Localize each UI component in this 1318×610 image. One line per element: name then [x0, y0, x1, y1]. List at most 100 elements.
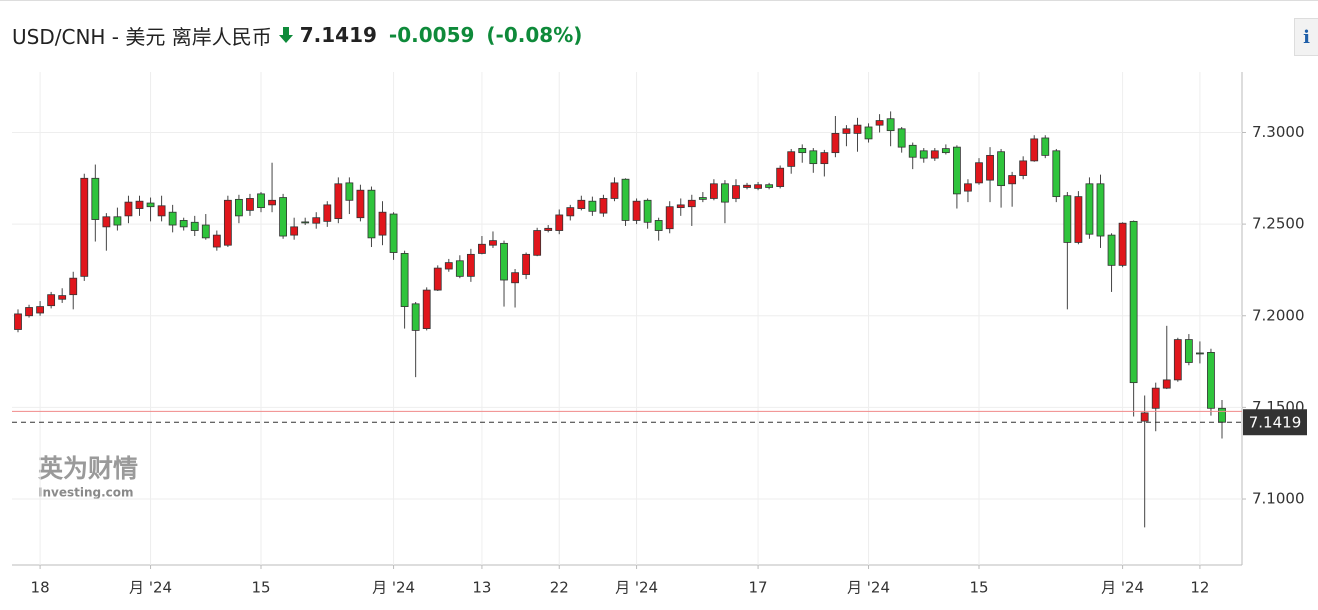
- candle: [389, 212, 398, 260]
- candle: [908, 142, 917, 170]
- candle-body: [1118, 222, 1127, 266]
- candle: [798, 144, 807, 163]
- x-tick-label: 22: [550, 579, 569, 597]
- candle-body: [621, 178, 630, 221]
- candle-body: [665, 206, 674, 230]
- candle: [632, 198, 641, 225]
- candle-body: [268, 199, 276, 206]
- change: -0.0059: [388, 23, 475, 47]
- candle-body: [1041, 137, 1050, 156]
- candle-body: [831, 132, 840, 154]
- candle: [345, 177, 354, 215]
- candle: [709, 179, 718, 201]
- candle: [599, 194, 608, 217]
- candle: [367, 186, 376, 248]
- candle: [91, 164, 100, 242]
- candle: [654, 217, 663, 241]
- y-tick-label: 7.1000: [1252, 490, 1305, 508]
- candle: [190, 215, 199, 237]
- candle: [36, 301, 44, 316]
- candle-body: [257, 193, 265, 209]
- candle-body: [522, 253, 531, 275]
- candle-body: [853, 124, 862, 134]
- candle-body: [533, 230, 542, 256]
- change-percent: (-0.08%): [486, 23, 583, 47]
- candle: [201, 214, 210, 240]
- candle: [223, 195, 232, 248]
- candle: [930, 148, 939, 161]
- candle-body: [1063, 195, 1072, 243]
- candle-body: [223, 199, 232, 246]
- watermark-cn: 英为财情: [38, 454, 138, 483]
- candle: [533, 227, 542, 257]
- header: USD/CNH - 美元 离岸人民币 7.1419 -0.0059 (-0.08…: [12, 20, 582, 50]
- candle: [235, 194, 243, 224]
- candle-body: [367, 189, 376, 239]
- x-tick-label: 13: [472, 579, 491, 597]
- candle-body: [798, 148, 807, 154]
- candle: [886, 111, 895, 147]
- last-price-label: 7.1419: [1249, 414, 1302, 432]
- candle-body: [1196, 352, 1204, 355]
- candle-body: [975, 162, 983, 184]
- x-tick-label: 18: [31, 579, 50, 597]
- candle-body: [246, 198, 254, 211]
- candle: [157, 195, 166, 222]
- candle: [687, 194, 696, 226]
- candle-body: [842, 128, 851, 134]
- candle: [566, 204, 575, 221]
- candle: [102, 213, 111, 251]
- candle-body: [1074, 196, 1083, 243]
- candle-body: [1019, 160, 1028, 176]
- candle: [964, 179, 972, 203]
- candle-body: [577, 199, 586, 209]
- candle-body: [1207, 352, 1215, 409]
- candle: [1041, 135, 1050, 159]
- candle: [1052, 148, 1061, 203]
- candle: [875, 114, 884, 133]
- candle: [444, 258, 453, 272]
- candle-body: [765, 184, 774, 188]
- candle: [1151, 382, 1160, 432]
- candle: [334, 177, 343, 224]
- candle-body: [875, 120, 884, 126]
- candle: [146, 197, 155, 222]
- candle-body: [411, 303, 420, 331]
- x-tick-label: 月 '24: [372, 579, 415, 597]
- candle-body: [555, 214, 564, 231]
- candle: [312, 212, 321, 229]
- candle-body: [157, 205, 166, 217]
- candle: [577, 195, 586, 211]
- candle-body: [478, 243, 486, 254]
- candle: [466, 248, 475, 282]
- candle-body: [1008, 175, 1017, 185]
- candle: [676, 198, 685, 216]
- candle: [400, 250, 409, 329]
- candle-body: [235, 198, 243, 217]
- last-price-box: [1243, 409, 1307, 436]
- candle-body: [919, 150, 928, 159]
- candle-body: [1107, 234, 1116, 266]
- candle: [179, 217, 188, 231]
- candle: [665, 201, 674, 234]
- candle: [135, 195, 144, 216]
- info-button[interactable]: i: [1294, 18, 1318, 56]
- candle-body: [69, 277, 78, 296]
- candle-body: [687, 199, 696, 208]
- candle: [69, 271, 78, 310]
- candle: [1118, 222, 1127, 268]
- candle-body: [91, 177, 100, 220]
- x-tick-label: 17: [749, 579, 768, 597]
- candle: [1030, 135, 1039, 162]
- candle-body: [544, 227, 553, 231]
- candle-body: [1030, 138, 1039, 162]
- candle: [588, 196, 597, 216]
- candle: [643, 198, 652, 229]
- y-tick-label: 7.2500: [1252, 215, 1305, 233]
- candle-body: [864, 126, 873, 140]
- x-tick-label: 15: [251, 579, 270, 597]
- candle-body: [952, 146, 961, 195]
- candle-body: [964, 183, 972, 192]
- candle: [1085, 177, 1094, 239]
